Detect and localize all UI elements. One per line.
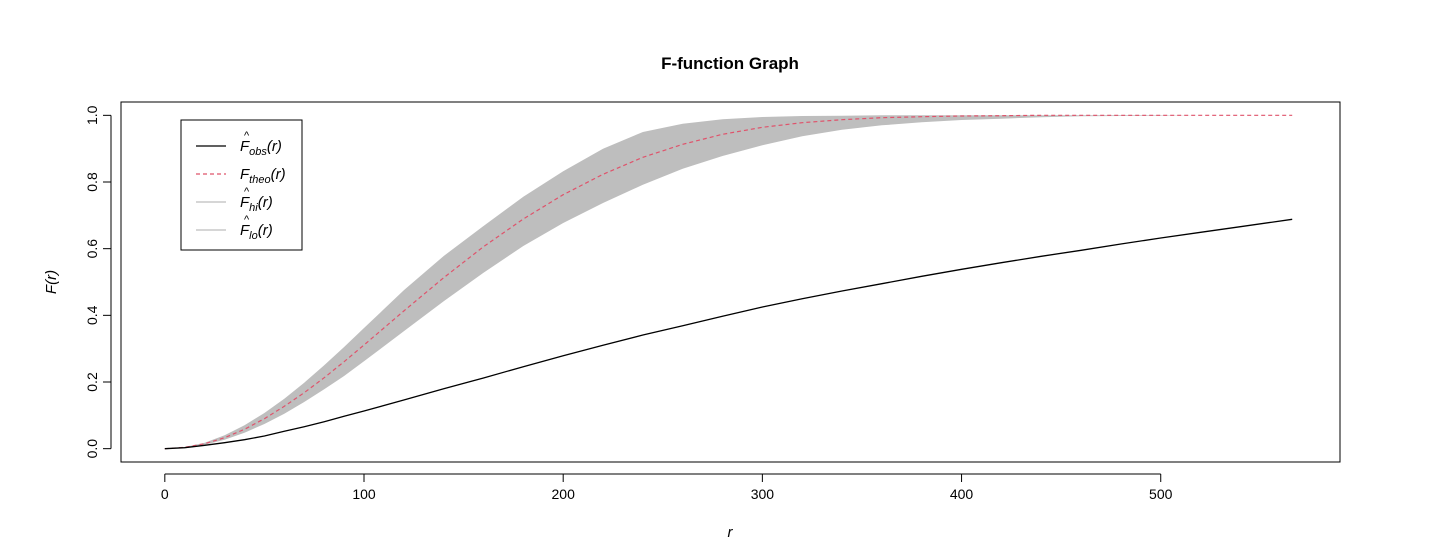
series-line-obs	[164, 218, 1293, 450]
legend-label-hi: Fhi(r)	[240, 194, 273, 214]
series-lines-layer	[164, 114, 1293, 450]
y-tick-label: 0.4	[84, 305, 100, 325]
legend-hat-obs: ^	[244, 130, 250, 142]
envelope-band-layer	[164, 115, 1293, 449]
legend-label-theo: Ftheo(r)	[240, 166, 286, 186]
chart-title: F-function Graph	[661, 54, 799, 73]
y-tick-label: 0.6	[84, 239, 100, 259]
y-axis-label: F(r)	[43, 270, 60, 294]
x-tick-label: 400	[950, 486, 974, 502]
y-tick-label: 0.0	[84, 439, 100, 459]
x-tick-label: 100	[352, 486, 376, 502]
y-axis: 0.0 0.2 0.4 0.6 0.8 1.0	[84, 105, 112, 459]
legend-label-obs: Fobs(r)	[240, 138, 282, 158]
legend-hat-lo: ^	[244, 214, 250, 226]
x-axis: 0 100 200 300 400 500	[161, 473, 1173, 502]
plot-frame	[120, 101, 1341, 463]
legend-box	[180, 119, 303, 251]
x-axis-label: r	[728, 524, 734, 541]
y-tick-label: 1.0	[84, 105, 100, 125]
legend-hat-hi: ^	[244, 186, 250, 198]
legend: Fobs(r)^Ftheo(r)Fhi(r)^Flo(r)^	[180, 119, 303, 251]
y-tick-label: 0.8	[84, 172, 100, 192]
series-line-theo	[164, 114, 1293, 450]
legend-label-lo: Flo(r)	[240, 222, 273, 242]
x-tick-label: 500	[1149, 486, 1173, 502]
envelope-band	[164, 115, 1293, 449]
x-tick-label: 200	[552, 486, 576, 502]
y-tick-label: 0.2	[84, 372, 100, 392]
x-tick-label: 0	[161, 486, 169, 502]
x-tick-label: 300	[751, 486, 775, 502]
